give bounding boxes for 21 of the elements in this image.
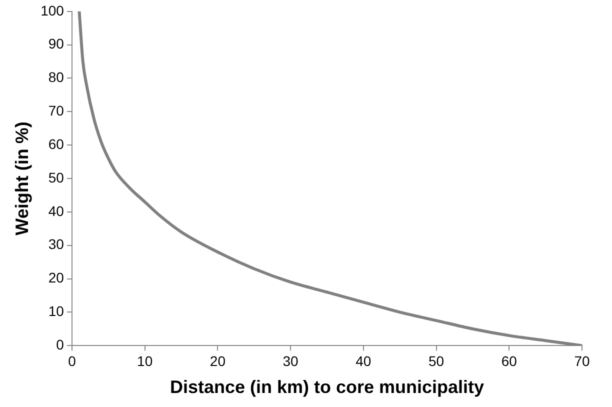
x-axis-title: Distance (in km) to core municipality: [170, 377, 484, 398]
y-tick-label: 30: [48, 236, 64, 252]
x-tick-label: 50: [428, 352, 444, 369]
x-tick-label: 30: [282, 352, 299, 369]
x-tick-label: 0: [68, 352, 76, 369]
x-tick-label: 60: [501, 352, 518, 369]
x-tick-label: 10: [137, 352, 153, 369]
y-tick-label: 80: [48, 69, 64, 86]
x-tick-label: 70: [574, 352, 590, 369]
y-tick-label: 60: [48, 136, 64, 152]
y-tick-label: 70: [48, 102, 64, 119]
y-tick-label: 90: [48, 36, 64, 52]
y-axis-title: Weight (in %): [12, 122, 32, 236]
y-tick-label: 40: [48, 202, 64, 219]
y-tick-label: 20: [48, 270, 64, 286]
y-tick-label: 50: [48, 169, 64, 186]
y-tick-label: 100: [40, 2, 64, 18]
x-tick-label: 20: [210, 352, 226, 369]
y-tick-label: 0: [56, 336, 64, 352]
x-tick-label: 40: [356, 352, 372, 369]
y-tick-label: 10: [48, 303, 64, 320]
